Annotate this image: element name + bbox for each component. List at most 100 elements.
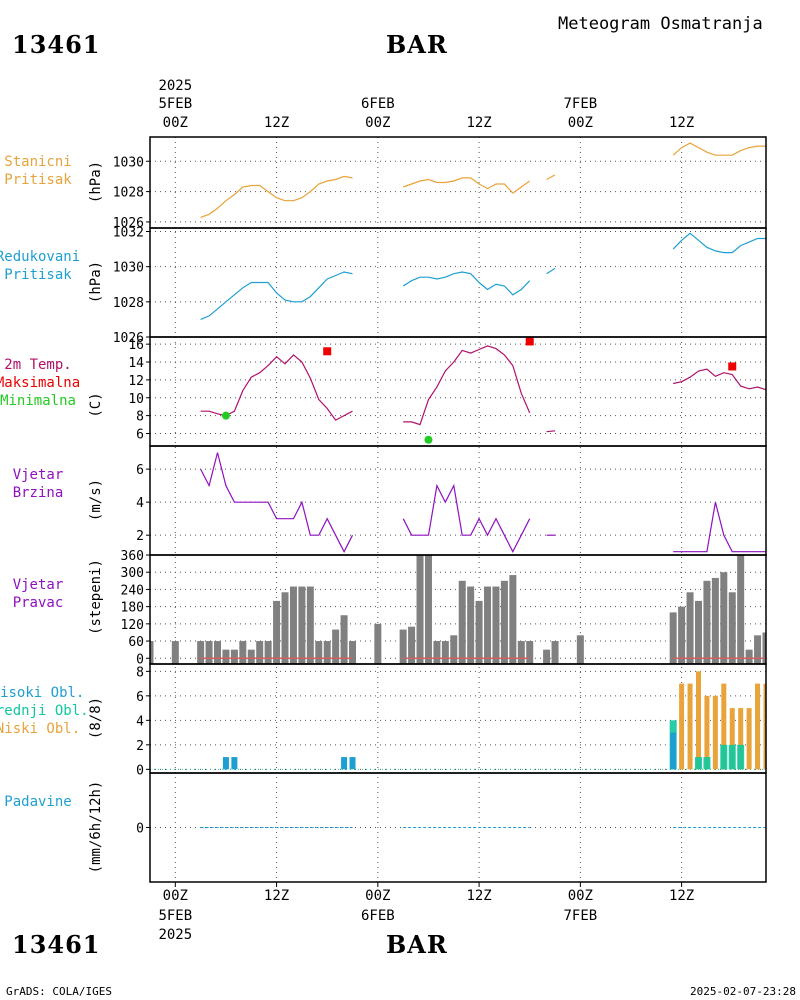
reduced-pressure-line xyxy=(402,271,531,296)
wind-direction-bar xyxy=(332,629,340,664)
panel-frame-reduced_pressure xyxy=(149,227,767,338)
wind-direction-bar xyxy=(197,641,205,664)
y-tick-label: 16 xyxy=(128,338,144,353)
wind-direction-bar xyxy=(205,641,213,664)
panel-label-cloud_cover: Niski Obl. xyxy=(0,721,80,737)
wind-direction-bar xyxy=(323,641,331,664)
wind-direction-bar xyxy=(517,641,525,664)
station-pressure-line xyxy=(402,177,531,194)
wind-direction-bar xyxy=(230,649,238,664)
high-cloud-bar xyxy=(670,732,677,770)
tmax-marker xyxy=(525,337,534,346)
label-layer: 2025 5FEB 00Z 00Z 5FEB 6FEB 00Z 00Z 6FEB 7FEB 00Z 0… xyxy=(0,78,694,943)
high-cloud-bar xyxy=(222,757,229,770)
wind-direction-bar xyxy=(273,600,281,664)
panel-label-reduced_pressure: Redukovani xyxy=(0,249,80,265)
low-cloud-bar xyxy=(746,708,752,770)
y-tick-label: 2 xyxy=(136,739,144,754)
wind-direction-bar xyxy=(450,635,458,664)
tmax-marker xyxy=(728,362,737,371)
wind-direction-bar xyxy=(754,635,762,664)
data-layer xyxy=(150,142,766,828)
wind-speed-line xyxy=(673,502,766,553)
wind-direction-bar xyxy=(433,641,441,664)
panel-wind_direction xyxy=(150,555,766,664)
wind-direction-bar xyxy=(264,641,272,664)
y-tick-label: 10 xyxy=(128,392,144,407)
bottom-noon-label: 12Z xyxy=(669,888,694,904)
bottom-noon-label: 12Z xyxy=(264,888,289,904)
temperature-line xyxy=(673,368,766,391)
panel-label-wind_direction: Vjetar xyxy=(13,577,64,593)
mid-cloud-bar xyxy=(720,744,728,770)
wind-direction-bar xyxy=(686,592,694,664)
wind-direction-bar xyxy=(492,586,500,664)
axis-unit-label: (8/8) xyxy=(88,697,104,739)
y-tick-label: 1028 xyxy=(113,186,144,201)
y-tick-label: 360 xyxy=(121,549,144,564)
low-cloud-bar xyxy=(755,683,761,770)
low-cloud-bar xyxy=(763,683,766,770)
top-noon-label: 12Z xyxy=(264,115,289,131)
y-tick-label: 1026 xyxy=(113,216,144,231)
wind-direction-bar xyxy=(374,623,382,664)
axis-unit-label: (C) xyxy=(88,392,104,417)
wind-direction-bar xyxy=(669,612,677,664)
wind-direction-bar xyxy=(500,580,508,664)
wind-direction-bar xyxy=(467,586,475,664)
low-cloud-bar xyxy=(679,683,685,770)
wind-direction-bar xyxy=(281,592,289,664)
mid-cloud-bar xyxy=(694,757,702,770)
bottom-hour-label: 00Z xyxy=(365,888,390,904)
high-cloud-bar xyxy=(231,757,238,770)
panel-reduced_pressure xyxy=(200,232,766,320)
wind-direction-bar xyxy=(694,600,702,664)
y-tick-label: 4 xyxy=(136,496,144,511)
tmin-marker xyxy=(221,411,230,420)
wind-direction-bar xyxy=(576,635,584,664)
y-tick-label: 1028 xyxy=(113,296,144,311)
y-tick-label: 60 xyxy=(128,635,144,650)
low-cloud-bar xyxy=(738,708,744,770)
low-cloud-bar xyxy=(712,695,718,770)
wind-direction-bar xyxy=(711,577,719,664)
tmax-marker xyxy=(323,347,332,356)
frame-layer xyxy=(146,136,767,887)
station-pressure-line xyxy=(672,142,766,156)
panel-station_pressure xyxy=(200,142,766,218)
wind-direction-bar xyxy=(543,649,551,664)
panel-frame-station_pressure xyxy=(149,136,767,229)
top-day-label: 6FEB xyxy=(361,96,395,112)
wind-direction-bar xyxy=(416,555,424,664)
axis-unit-label: (hPa) xyxy=(88,161,104,203)
generated-timestamp: 2025-02-07-23:28 xyxy=(690,985,796,998)
bottom-year-label: 2025 xyxy=(158,927,192,943)
y-tick-label: 240 xyxy=(121,583,144,598)
wind-direction-bar xyxy=(349,641,357,664)
wind-direction-bar xyxy=(171,641,179,664)
y-tick-label: 6 xyxy=(136,427,144,442)
wind-direction-bar xyxy=(728,592,736,664)
wind-direction-bar xyxy=(150,641,154,664)
wind-direction-bar xyxy=(315,641,323,664)
y-tick-label: 1026 xyxy=(113,331,144,346)
panel-label-reduced_pressure: Pritisak xyxy=(4,267,72,283)
low-cloud-bar xyxy=(695,671,701,770)
wind-direction-bar xyxy=(214,641,222,664)
panel-label-cloud_cover: Srednji Obl. xyxy=(0,703,89,719)
wind-direction-bar xyxy=(239,641,247,664)
wind-speed-line xyxy=(200,452,354,554)
panel-label-wind_speed: Vjetar xyxy=(13,467,64,483)
wind-direction-bar xyxy=(289,586,297,664)
wind-direction-bar xyxy=(526,641,534,664)
bottom-day-label: 7FEB xyxy=(563,908,597,924)
y-tick-label: 0 xyxy=(136,763,144,778)
station-pressure-line xyxy=(546,174,556,181)
bottom-day-label: 6FEB xyxy=(361,908,395,924)
y-tick-label: 4 xyxy=(136,714,144,729)
y-tick-label: 0 xyxy=(136,822,144,837)
software-credit: GrADS: COLA/IGES xyxy=(6,985,112,998)
wind-direction-bar xyxy=(408,626,416,664)
station-id-top: 13461 xyxy=(12,30,101,59)
